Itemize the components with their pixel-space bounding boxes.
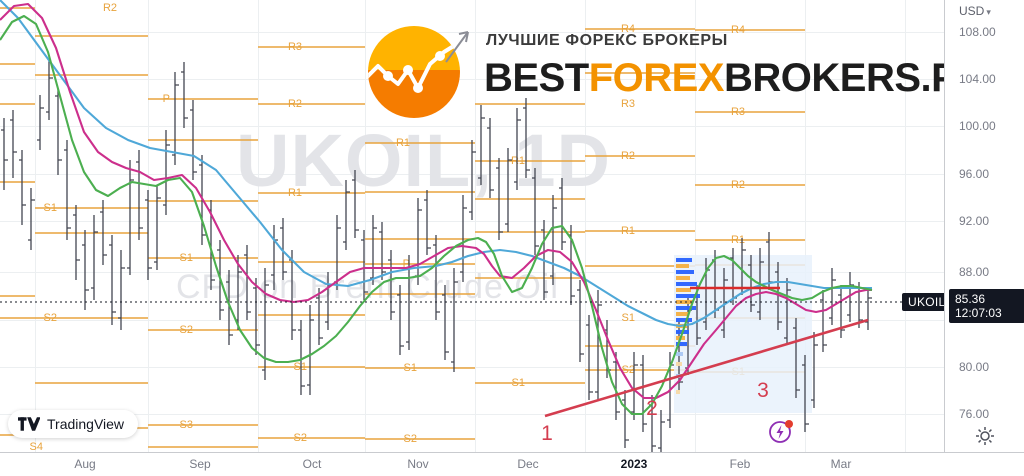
last-price-badge: 85.36 12:07:03 bbox=[949, 289, 1024, 323]
gridline-vertical bbox=[585, 0, 586, 452]
gridline-horizontal bbox=[0, 221, 944, 222]
pivot-label-R3: R3 bbox=[730, 106, 745, 118]
tradingview-logo-text: TradingView bbox=[47, 416, 125, 432]
pivot-label-S2: S2 bbox=[179, 324, 193, 336]
last-price-value: 85.36 bbox=[955, 292, 986, 306]
gridline-vertical bbox=[805, 0, 806, 452]
pivot-label-R1: R1 bbox=[287, 187, 302, 199]
price-tick: 104.00 bbox=[959, 72, 996, 86]
chart-watermark-description: CFD on Brent Crude Oil bbox=[176, 268, 559, 306]
pivot-label-R2: R2 bbox=[620, 150, 635, 162]
pivot-label-R1: R1 bbox=[620, 225, 635, 237]
gridline-horizontal bbox=[0, 126, 944, 127]
price-tick: 76.00 bbox=[959, 407, 990, 421]
time-tick: Dec bbox=[517, 457, 539, 471]
symbol-price-tag: UKOIL bbox=[902, 293, 944, 311]
pivot-label-S1: S1 bbox=[43, 202, 57, 214]
pivot-levels-layer bbox=[0, 7, 805, 448]
brand-name-part1: BEST bbox=[484, 56, 589, 100]
brand-sun-chart-icon bbox=[368, 26, 460, 118]
gridline-horizontal bbox=[0, 414, 944, 415]
currency-label: USD bbox=[959, 4, 985, 18]
selection-highlight-box bbox=[674, 255, 812, 413]
time-tick: Oct bbox=[302, 457, 322, 471]
pivot-label-R2: R2 bbox=[102, 2, 117, 14]
gridline-vertical bbox=[695, 0, 696, 452]
pivot-label-S2: S2 bbox=[621, 364, 635, 376]
brand-name-part2: FOREX bbox=[588, 56, 725, 100]
pivot-label-S1: S1 bbox=[293, 361, 307, 373]
brand-watermark: ЛУЧШИЕ ФОРЕКС БРОКЕРЫ BESTFOREXBROKERS.P… bbox=[368, 12, 944, 118]
pivot-label-S1: S1 bbox=[621, 312, 635, 324]
price-tick: 96.00 bbox=[959, 167, 990, 181]
gridline-vertical bbox=[475, 0, 476, 452]
gridline-horizontal bbox=[0, 272, 944, 273]
time-tick: Nov bbox=[407, 457, 429, 471]
pivot-label-S4: S4 bbox=[29, 441, 43, 452]
pivot-label-R2: R2 bbox=[730, 179, 745, 191]
gridline-vertical bbox=[905, 0, 906, 452]
gridline-horizontal bbox=[0, 32, 944, 33]
time-tick: Mar bbox=[830, 457, 852, 471]
time-tick: Feb bbox=[729, 457, 751, 471]
gridline-horizontal bbox=[0, 320, 944, 321]
currency-selector[interactable]: USD ▾ bbox=[959, 4, 991, 18]
tradingview-logo-icon bbox=[18, 417, 40, 431]
wave-label-3: 3 bbox=[757, 379, 769, 402]
price-series-layer bbox=[0, 0, 944, 452]
pivot-label-R1: R1 bbox=[395, 137, 410, 149]
gridline-vertical bbox=[35, 0, 36, 452]
gear-icon[interactable] bbox=[973, 424, 997, 448]
pivot-label-S1: S1 bbox=[403, 362, 417, 374]
pivot-label-P: P bbox=[402, 258, 410, 270]
time-tick: Sep bbox=[189, 457, 211, 471]
price-tick: 108.00 bbox=[959, 25, 996, 39]
chart-pane[interactable]: UKOIL, 1D CFD on Brent Crude Oil bbox=[0, 0, 944, 452]
ma-mid-line bbox=[0, 2, 872, 400]
price-tick: 88.00 bbox=[959, 265, 990, 279]
pivot-label-R3: R3 bbox=[620, 98, 635, 110]
wave-label-2: 2 bbox=[646, 397, 658, 420]
pivot-label-R3: R3 bbox=[287, 41, 302, 53]
tradingview-logo-badge[interactable]: TradingView bbox=[8, 410, 139, 438]
pivot-label-S2: S2 bbox=[43, 312, 57, 324]
pivot-label-R4: R4 bbox=[620, 23, 635, 35]
brand-tagline: ЛУЧШИЕ ФОРЕКС БРОКЕРЫ bbox=[486, 32, 728, 49]
pivot-label-R2: R2 bbox=[287, 98, 302, 110]
pivot-label-R1: R1 bbox=[510, 155, 525, 167]
pivot-label-S2: S2 bbox=[293, 432, 307, 444]
gridline-vertical bbox=[365, 0, 366, 452]
gridline-vertical bbox=[258, 0, 259, 452]
ascending-trendline bbox=[544, 318, 869, 418]
price-tick: 80.00 bbox=[959, 360, 990, 374]
time-axis[interactable]: Aug Sep Oct Nov Dec 2023 Feb Mar bbox=[0, 452, 1024, 476]
price-tick: 92.00 bbox=[959, 214, 990, 228]
pivot-label-S3: S3 bbox=[179, 419, 193, 431]
pivot-label-S1: S1 bbox=[511, 377, 525, 389]
brand-arrow-icon bbox=[445, 31, 469, 63]
last-price-time: 12:07:03 bbox=[955, 306, 1002, 320]
ma-slow-line bbox=[0, 0, 872, 328]
pivot-label-S1: S1 bbox=[179, 252, 193, 264]
time-tick: Aug bbox=[74, 457, 96, 471]
ma-fast-line bbox=[0, 14, 873, 416]
lightning-bolt-icon[interactable] bbox=[768, 418, 794, 444]
pivot-label-R4: R4 bbox=[730, 24, 745, 36]
pivot-label-S2: S2 bbox=[403, 433, 417, 445]
price-tick: 100.00 bbox=[959, 119, 996, 133]
brand-name-part3: BROKERS.PRO bbox=[723, 56, 944, 100]
brand-name: BESTFOREXBROKERS.PRO bbox=[484, 56, 944, 101]
gridline-horizontal bbox=[0, 79, 944, 80]
pivot-label-P: P bbox=[162, 93, 170, 105]
wave-label-1: 1 bbox=[541, 422, 553, 445]
price-axis[interactable]: USD ▾ 108.00 104.00 100.00 96.00 92.00 88… bbox=[944, 0, 1024, 452]
time-tick-year: 2023 bbox=[620, 457, 648, 471]
chevron-down-icon: ▾ bbox=[986, 7, 991, 17]
